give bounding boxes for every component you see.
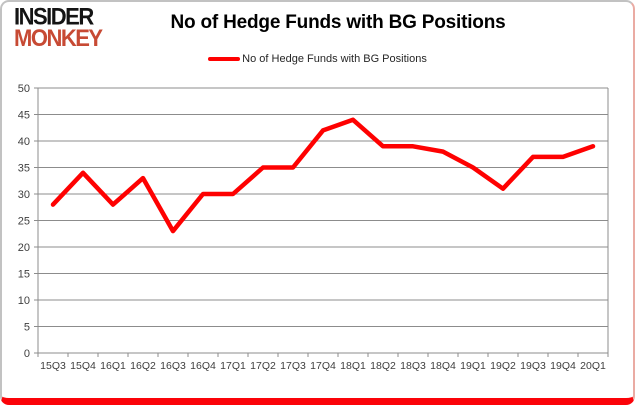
x-tick-label: 16Q4	[190, 360, 216, 372]
legend: No of Hedge Funds with BG Positions	[2, 53, 633, 65]
x-tick-label: 19Q4	[550, 360, 576, 372]
legend-label: No of Hedge Funds with BG Positions	[242, 53, 427, 65]
x-tick-label: 17Q4	[310, 360, 336, 372]
x-tick-label: 19Q2	[490, 360, 516, 372]
y-tick-label: 40	[18, 136, 30, 148]
x-tick-label: 18Q1	[340, 360, 366, 372]
x-tick-label: 15Q3	[40, 360, 66, 372]
x-tick-label: 16Q1	[100, 360, 126, 372]
insider-monkey-logo: INSIDER MONKEY	[14, 2, 103, 52]
x-tick-label: 17Q2	[250, 360, 276, 372]
x-tick-label: 16Q2	[130, 360, 156, 372]
series-line	[50, 117, 596, 234]
y-tick-label: 35	[18, 163, 30, 175]
y-tick-label: 30	[18, 189, 30, 201]
y-tick-label: 5	[24, 322, 30, 334]
y-tick-label: 45	[18, 110, 30, 122]
y-tick-label: 0	[24, 348, 30, 360]
y-tick-label: 10	[18, 295, 30, 307]
x-tick-label: 17Q3	[280, 360, 306, 372]
y-tick-label: 20	[18, 242, 30, 254]
x-tick-label: 18Q4	[430, 360, 456, 372]
x-tick-label: 18Q3	[400, 360, 426, 372]
legend-line-swatch	[208, 57, 241, 61]
y-tick-label: 15	[18, 269, 30, 281]
x-tick-label: 15Q4	[70, 360, 96, 372]
x-tick-label: 19Q1	[460, 360, 486, 372]
x-tick-label: 17Q1	[220, 360, 246, 372]
y-tick-label: 25	[18, 216, 30, 228]
y-tick-label: 50	[18, 83, 30, 95]
chart-title: No of Hedge Funds with BG Positions	[170, 12, 506, 33]
x-tick-label: 20Q1	[580, 360, 606, 372]
logo-line-monkey: MONKEY	[14, 24, 103, 52]
x-tick-label: 18Q2	[370, 360, 396, 372]
logo-line-insider: INSIDER	[14, 2, 94, 30]
x-tick-label: 19Q3	[520, 360, 546, 372]
x-tick-label: 16Q3	[160, 360, 186, 372]
